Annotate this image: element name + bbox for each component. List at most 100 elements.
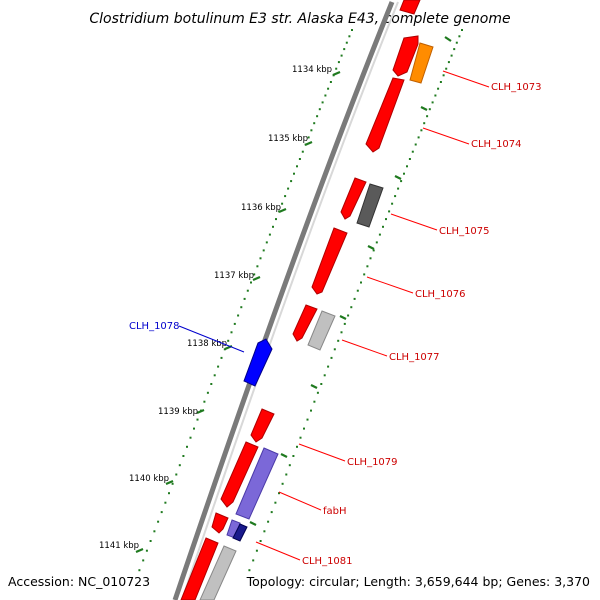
gene-feature[interactable] (340, 177, 367, 220)
tick-guide-dot (307, 136, 310, 139)
tick-guide-dot (313, 400, 316, 403)
tick-guide-dot (431, 101, 434, 104)
tick-guide-dot (320, 383, 323, 385)
tick-guide-dot (411, 150, 414, 153)
tick-guide-dot (206, 391, 209, 394)
tick-guide-dot (316, 391, 319, 394)
tick-guide-dot (298, 158, 301, 160)
tick-guide-dot (360, 281, 362, 284)
tick-guide-dot (270, 511, 273, 514)
tick-guide-dot (278, 492, 280, 495)
tick-guide-dot (310, 409, 312, 412)
tick-guide-dot (316, 115, 319, 118)
gene-feature-clh1081[interactable] (232, 523, 248, 542)
map-title: Clostridium botulinum E3 str. Alaska E43… (89, 11, 510, 27)
tick-guide-dot (233, 322, 236, 325)
tick-guide-dot (450, 54, 453, 57)
gene-feature[interactable] (199, 545, 237, 600)
gene-feature-fabh[interactable] (235, 447, 279, 520)
tick-guide-dot (417, 136, 420, 139)
genome-backbone (172, 1, 399, 600)
tick-mark (332, 70, 341, 77)
tick-guide-dot (213, 374, 216, 377)
tick-guide-dot (272, 225, 274, 228)
tick-guide-dot (171, 482, 174, 485)
gene-label-fabh[interactable]: fabH (323, 506, 347, 517)
tick-guide-dot (285, 473, 288, 476)
tick-guide-dot (458, 35, 461, 38)
tick-guide-dot (453, 48, 456, 51)
tick-guide-dot (189, 436, 192, 439)
gene-feature-clh1074[interactable] (365, 77, 405, 153)
gene-label-clh1074[interactable]: CLH_1074 (471, 139, 522, 150)
tick-label-1136: 1136 kbp (241, 203, 281, 213)
gene-label-clh1075[interactable]: CLH_1075 (439, 226, 490, 237)
tick-label-1141: 1141 kbp (99, 541, 139, 551)
tick-guide-dot (237, 314, 240, 317)
gene-feature[interactable] (392, 35, 419, 77)
tick-guide-dot (299, 436, 302, 439)
tick-guide-dot (351, 29, 353, 31)
gene-feature-clh1078[interactable] (243, 338, 273, 387)
tick-guide-dot (347, 314, 350, 317)
gene-feature-clh1073[interactable] (409, 42, 434, 84)
tick-guide-dot (408, 158, 411, 160)
tick-guide-dot (262, 249, 265, 252)
tick-guide-dot (149, 540, 152, 542)
tick-guide-dot (246, 289, 249, 292)
tick-guide-dot (259, 540, 262, 542)
tick-guide-dot (327, 87, 330, 90)
tick-guide-dot (434, 94, 437, 97)
tick-guide-dot (178, 464, 181, 467)
gene-features (180, 0, 434, 600)
tick-guide-dot (193, 427, 195, 430)
gene-feature[interactable] (211, 512, 229, 534)
gene-feature[interactable] (292, 304, 318, 342)
gene-label-clh1079[interactable]: CLH_1079 (347, 457, 398, 468)
tick-guide-dot (250, 281, 252, 284)
accession-text: Accession: NC_010723 (8, 574, 150, 589)
tick-guide-dot (382, 225, 384, 228)
gene-label-clh1077[interactable]: CLH_1077 (389, 352, 440, 363)
gene-feature[interactable] (220, 441, 259, 508)
gene-feature[interactable] (399, 0, 421, 15)
gene-feature[interactable] (180, 537, 219, 600)
tick-mark (339, 315, 347, 320)
tick-guide-dot (252, 559, 255, 562)
gene-feature-clh1079[interactable] (250, 408, 275, 443)
tick-guide-dot (437, 87, 440, 90)
tick-label-1139: 1139 kbp (158, 407, 198, 417)
tick-guide-dot (321, 101, 324, 104)
tick-guide-dot (330, 356, 333, 359)
gene-label-clh1081[interactable]: CLH_1081 (302, 556, 353, 567)
tick-mark (444, 36, 452, 42)
tick-mark (394, 175, 402, 180)
tick-mark (252, 275, 261, 282)
tick-guide-dot (160, 511, 163, 514)
tick-guide-dot (153, 530, 156, 533)
tick-guide-dot (337, 339, 340, 342)
tick-guide-dot (230, 331, 233, 334)
tick-mark (310, 384, 318, 389)
tick-mark (420, 106, 428, 111)
tick-guide-dot (369, 257, 372, 260)
tick-guide-dot (243, 297, 246, 300)
tick-guide-dot (138, 569, 141, 572)
tick-guide-dot (142, 559, 145, 562)
gene-feature-clh1076[interactable] (311, 227, 348, 295)
tick-guide-dot (288, 464, 291, 467)
tick-guide-dot (414, 143, 417, 146)
gene-labels: CLH_1073 CLH_1074 CLH_1075 CLH_1076 CLH_… (129, 82, 542, 567)
tick-guide-dot (255, 549, 258, 552)
gene-feature-clh1075[interactable] (356, 183, 384, 228)
tick-guide-dot (287, 187, 290, 190)
gene-label-clh1073[interactable]: CLH_1073 (491, 82, 542, 93)
tick-guide-dot (394, 195, 397, 198)
tick-guide-dot (318, 108, 321, 111)
gene-label-clh1076[interactable]: CLH_1076 (415, 289, 466, 300)
gene-label-clh1078[interactable]: CLH_1078 (129, 321, 180, 332)
tick-guide-dot (168, 492, 170, 495)
gene-feature-clh1077[interactable] (307, 310, 336, 351)
tick-guide-dot (164, 501, 167, 504)
